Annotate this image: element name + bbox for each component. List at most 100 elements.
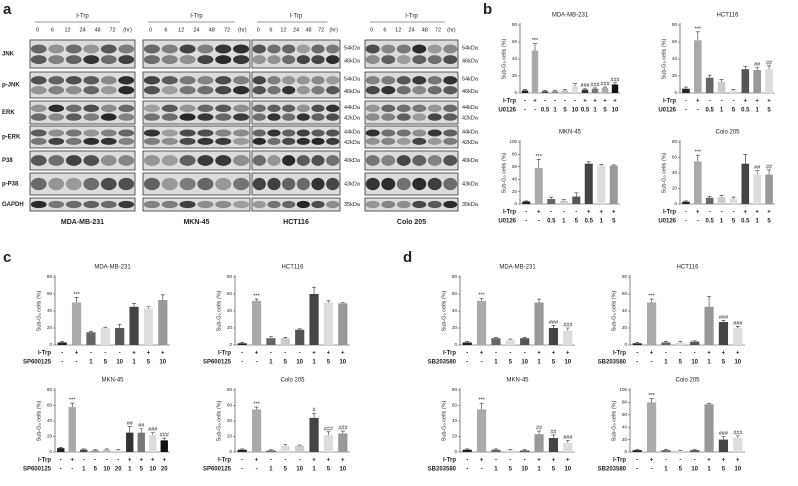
error-bar: [479, 402, 484, 410]
blot-band: [282, 44, 296, 54]
error-bar: [707, 403, 712, 405]
y-tick-label: 20: [452, 434, 458, 439]
treatment-value: 1: [664, 467, 668, 473]
error-bar: [731, 89, 736, 91]
cell-line-label: HCT116: [283, 219, 309, 226]
error-bar: [312, 412, 317, 418]
bar: [541, 91, 549, 93]
bar: [632, 450, 642, 452]
treatment-value: -: [241, 467, 243, 473]
treatment-value: -: [709, 99, 711, 105]
blot-band: [48, 129, 65, 137]
blot-band: [396, 177, 411, 191]
error-bar: [537, 298, 542, 303]
significance-label: ###: [719, 315, 729, 321]
blot-band: [161, 200, 178, 209]
treatment-value: -: [524, 108, 526, 114]
blot-band: [326, 137, 340, 145]
treatment-value: 1: [128, 467, 132, 473]
blot-band: [197, 137, 214, 145]
time-label: 72: [109, 27, 115, 33]
blot-band: [296, 113, 310, 121]
treatment-value: 1: [664, 360, 668, 366]
significance-label: ###: [160, 433, 170, 439]
treatment-value: +: [722, 458, 726, 464]
blot-band: [443, 155, 458, 166]
bar: [601, 87, 609, 93]
blot-band: [282, 200, 296, 209]
treatment-value: -: [241, 351, 243, 357]
significance-label: ###: [324, 426, 334, 432]
error-bar: [536, 159, 541, 169]
treatment-value: -: [94, 458, 96, 464]
y-tick-label: 80: [227, 387, 233, 392]
blot-band: [83, 55, 100, 65]
significance-label: ##: [754, 165, 761, 171]
bar: [114, 450, 122, 452]
treatment-value: 5: [603, 108, 607, 114]
blot-band: [326, 177, 340, 191]
y-tick-label: 40: [47, 308, 53, 313]
blot-band: [83, 177, 100, 191]
treatment-value: -: [299, 351, 301, 357]
treatment-row-label: I-Trp: [218, 351, 231, 357]
blot-band: [412, 104, 427, 113]
blot-band: [143, 44, 160, 54]
time-label: 24: [293, 27, 299, 33]
blot-band: [252, 177, 266, 191]
bar: [690, 450, 700, 452]
blot-band: [267, 104, 281, 113]
bar: [753, 174, 761, 204]
chart-title: HCT116: [717, 13, 740, 19]
blot-band: [161, 86, 178, 95]
blot-band: [233, 137, 250, 145]
blot-band: [143, 137, 160, 145]
blot-band: [83, 129, 100, 137]
blot-band: [118, 177, 135, 191]
y-tick-label: 40: [47, 418, 53, 423]
blot-band: [233, 177, 250, 191]
kda-label: 46kDa: [462, 89, 479, 95]
treatment-value: 5: [679, 360, 683, 366]
y-tick-label: 40: [672, 170, 678, 175]
blot-band: [282, 104, 296, 113]
blot-band: [65, 200, 82, 209]
blot-band: [443, 129, 458, 137]
blot-band: [412, 177, 427, 191]
treatment-value: +: [612, 210, 616, 216]
significance-label: ##: [754, 62, 761, 68]
bar: [551, 91, 559, 93]
blot-band: [282, 76, 296, 85]
blot-band: [215, 86, 232, 95]
blot-band: [396, 86, 411, 95]
treatment-value: +: [255, 458, 259, 464]
y-tick-label: 0: [454, 342, 457, 347]
bar: [547, 199, 556, 204]
treatment-value: 5: [140, 467, 144, 473]
bar: [597, 165, 606, 204]
significance-label: ***: [253, 294, 260, 300]
blot-band: [326, 104, 340, 113]
treatment-value: 1: [537, 467, 541, 473]
y-tick-label: 20: [47, 325, 53, 330]
blot-band: [48, 76, 65, 85]
bar: [675, 450, 685, 452]
y-tick-label: 40: [227, 418, 233, 423]
blot-band: [427, 104, 442, 113]
y-tick-label: 40: [672, 56, 678, 61]
bar: [661, 450, 671, 452]
blot-band: [443, 86, 458, 95]
treatment-row-label: SB203580: [428, 467, 457, 473]
y-tick-label: 60: [622, 291, 628, 296]
treatment-value: -: [685, 210, 687, 216]
time-label: 6: [51, 27, 54, 33]
error-bar: [326, 431, 331, 435]
y-tick-label: 100: [619, 387, 627, 392]
blot-band: [396, 129, 411, 137]
treatment-value: -: [256, 467, 258, 473]
significance-label: ##: [138, 423, 145, 429]
blot-band: [48, 55, 65, 65]
blot-band: [30, 200, 47, 209]
significance-label: ###: [600, 82, 610, 88]
y-tick-label: 40: [622, 308, 628, 313]
